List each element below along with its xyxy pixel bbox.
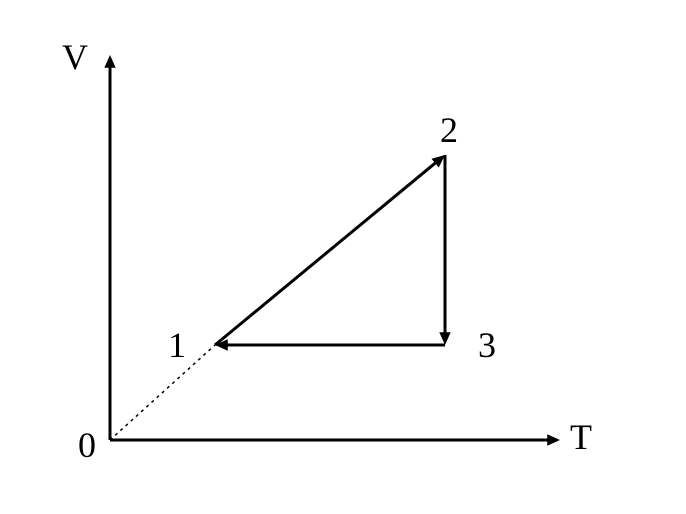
point-2-label: 2 — [440, 109, 458, 151]
x-axis-label: T — [570, 416, 592, 458]
y-axis-label: V — [62, 36, 88, 78]
point-3-label: 3 — [478, 324, 496, 366]
origin-label: 0 — [78, 424, 96, 466]
vt-diagram: V T 0 1 2 3 — [0, 0, 686, 509]
point-1-label: 1 — [168, 324, 186, 366]
